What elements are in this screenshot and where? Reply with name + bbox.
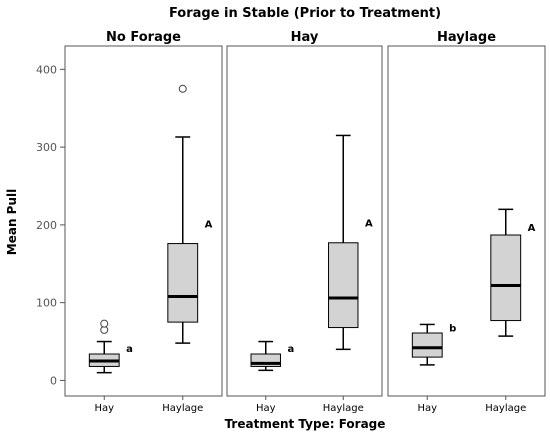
panel-frame (226, 45, 383, 397)
box-iqr (167, 243, 199, 323)
y-tick-label: 100 (36, 297, 57, 310)
panel-frame (64, 45, 223, 397)
panels: No ForageaHayAHaylageHayaHayAHaylageHayl… (64, 30, 546, 414)
box-haylage: A Haylage (323, 134, 373, 414)
significance-letter: A (528, 223, 536, 234)
significance-letter: A (365, 219, 373, 230)
significance-letter: b (449, 324, 456, 335)
x-tick-label: Haylage (323, 403, 364, 414)
box-hay: a Hay (250, 340, 294, 414)
x-tick-label: Haylage (485, 403, 526, 414)
panel-title: Haylage (437, 30, 496, 45)
y-tick-label: 0 (50, 374, 57, 387)
significance-letter: a (126, 344, 133, 355)
significance-letter: a (287, 344, 294, 355)
outlier-point (100, 319, 109, 328)
x-tick-label: Hay (94, 403, 114, 414)
box-haylage: A Haylage (162, 84, 213, 414)
panel-no-forage: No Forage a Hay A Haylage (64, 30, 223, 414)
y-axis: 0 100 200 300 400 (36, 63, 65, 387)
box-hay: a Hay (88, 319, 133, 414)
outlier-point (178, 84, 187, 93)
y-axis-label: Mean Pull (5, 189, 19, 255)
panel-frame (387, 45, 546, 397)
significance-letter: A (205, 220, 213, 231)
box-haylage: A Haylage (485, 208, 536, 414)
panel-hay: Hay a Hay A Haylage (226, 30, 383, 414)
x-tick-label: Hay (256, 403, 276, 414)
y-tick-label: 400 (36, 63, 57, 76)
box-iqr (490, 234, 522, 322)
panel-title: Hay (291, 30, 319, 45)
x-axis-label: Treatment Type: Forage (225, 417, 386, 431)
y-tick-label: 200 (36, 219, 57, 232)
box-hay: b Hay (411, 323, 456, 414)
y-tick-label: 300 (36, 141, 57, 154)
x-tick-label: Haylage (162, 403, 203, 414)
panel-title: No Forage (106, 30, 181, 45)
panel-haylage: Haylage b Hay A Haylage (387, 30, 546, 414)
x-tick-label: Hay (417, 403, 437, 414)
chart-title: Forage in Stable (Prior to Treatment) (169, 6, 441, 21)
box-iqr (328, 242, 359, 329)
box-iqr (411, 332, 443, 358)
